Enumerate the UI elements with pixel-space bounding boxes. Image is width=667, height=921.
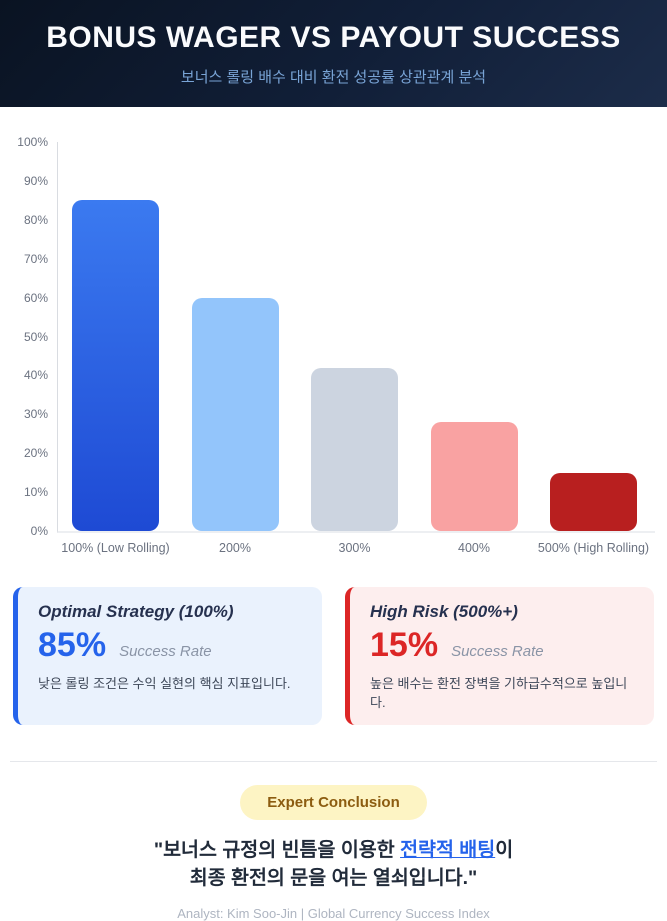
page-title: BONUS WAGER VS PAYOUT SUCCESS bbox=[46, 20, 621, 54]
x-axis-label: 400% bbox=[458, 541, 490, 555]
bar-column: 300% bbox=[311, 142, 398, 555]
page-subtitle: 보너스 롤링 배수 대비 환전 성공률 상관관계 분석 bbox=[180, 68, 487, 86]
bar-column: 100% (Low Rolling) bbox=[61, 142, 170, 555]
y-axis-tick: 0% bbox=[30, 524, 48, 538]
y-axis-tick: 20% bbox=[23, 446, 48, 461]
y-axis-tick: 60% bbox=[23, 290, 48, 305]
y-axis-tick: 80% bbox=[23, 212, 48, 227]
bar-5[interactable] bbox=[550, 472, 637, 531]
expert-conclusion-badge: Expert Conclusion bbox=[240, 785, 427, 820]
high-risk-card: High Risk (500%+) 15% Success Rate 높은 배수… bbox=[345, 587, 654, 725]
y-axis-tick: 30% bbox=[23, 407, 48, 422]
bar-2[interactable] bbox=[191, 297, 279, 531]
insight-cards: Optimal Strategy (100%) 85% Success Rate… bbox=[13, 587, 654, 725]
card-title: High Risk (500%+) bbox=[370, 602, 518, 621]
bar-4[interactable] bbox=[430, 422, 518, 531]
bar-1[interactable] bbox=[72, 200, 159, 531]
divider bbox=[10, 761, 657, 762]
y-axis: 100% 90% 80% 70% 60% 50% 40% 30% 20% 10% 0% bbox=[0, 135, 57, 538]
y-axis-tick: 70% bbox=[23, 251, 48, 266]
quote-text: "보너스 규정의 빈틈을 이용한 bbox=[153, 839, 401, 861]
card-title: Optimal Strategy (100%) bbox=[38, 602, 234, 621]
plot-area: 100% (Low Rolling) 200% 300% 400% 500% (High… bbox=[57, 142, 655, 555]
bar-column: 200% bbox=[191, 142, 279, 555]
conclusion-quote: "보너스 규정의 빈틈을 이용한 전략적 배팅이 최종 환전의 문을 여는 열쇠… bbox=[0, 836, 667, 893]
y-axis-tick: 90% bbox=[23, 173, 48, 188]
bar-column: 500% (High Rolling) bbox=[538, 142, 649, 555]
x-axis-label: 300% bbox=[338, 541, 371, 555]
x-axis-label: 500% (High Rolling) bbox=[537, 541, 650, 555]
quote-text-line2: 최종 환전의 문을 여는 열쇠입니다." bbox=[189, 867, 478, 890]
success-rate-value: 15% bbox=[370, 626, 439, 664]
x-axis-label: 100% (Low Rolling) bbox=[61, 541, 170, 555]
header: BONUS WAGER VS PAYOUT SUCCESS 보너스 롤링 배수 … bbox=[0, 0, 667, 107]
strategic-betting-link[interactable]: 전략적 배팅 bbox=[400, 839, 496, 861]
y-axis-tick: 100% bbox=[17, 135, 48, 149]
card-description: 낮은 롤링 조건은 수익 실현의 핵심 지표입니다. bbox=[38, 676, 291, 691]
success-rate-label: Success Rate bbox=[119, 643, 212, 660]
success-rate-value: 85% bbox=[38, 626, 107, 664]
bar-3[interactable] bbox=[311, 367, 398, 531]
optimal-strategy-card: Optimal Strategy (100%) 85% Success Rate… bbox=[13, 587, 322, 725]
bar-chart: 100% 90% 80% 70% 60% 50% 40% 30% 20% 10% 0% 100% (… bbox=[0, 135, 667, 555]
bar-column: 400% bbox=[430, 142, 518, 555]
card-description: 높은 배수는 환전 장벽을 기하급수적으로 높입니다. bbox=[370, 676, 628, 710]
y-axis-tick: 10% bbox=[23, 485, 48, 500]
success-rate-label: Success Rate bbox=[451, 643, 544, 660]
x-axis-label: 200% bbox=[219, 541, 251, 555]
analyst-credit: Analyst: Kim Soo-Jin | Global Currency S… bbox=[177, 905, 490, 921]
quote-text: 이 bbox=[495, 839, 514, 861]
y-axis-tick: 40% bbox=[23, 368, 48, 383]
y-axis-tick: 50% bbox=[23, 329, 48, 344]
